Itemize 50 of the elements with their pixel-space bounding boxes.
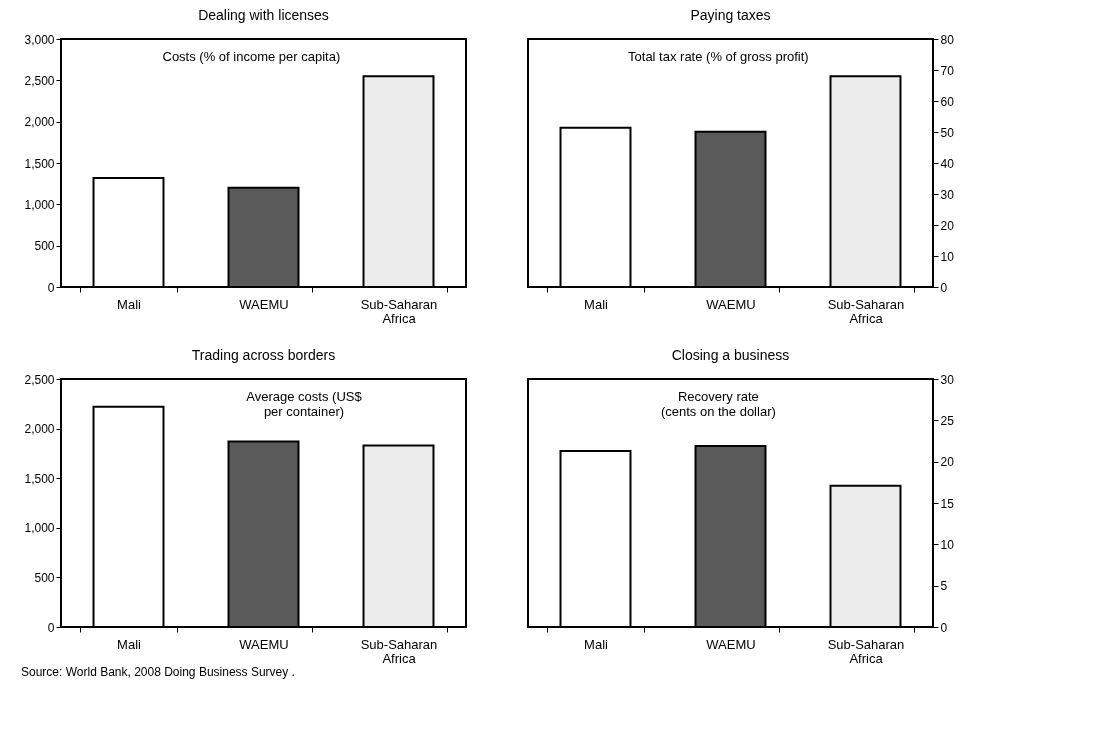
y2-tick-label: 30 (940, 187, 955, 202)
y2-tick-label: 5 (940, 579, 948, 594)
x-tick-label: Mali (584, 636, 609, 652)
y2-tick-label: 20 (940, 455, 955, 470)
y2-tick-label: 50 (940, 125, 955, 140)
x-tick-label: WAEMU (706, 296, 756, 312)
y-tick-label: 2,500 (24, 73, 55, 88)
y2-tick-label: 0 (940, 620, 948, 635)
x-tick-label: Mali (117, 636, 142, 652)
x-tick-label: Mali (584, 296, 609, 312)
y2-tick-label: 40 (940, 156, 955, 171)
chart-title: Closing a business (671, 347, 790, 363)
chart-title: Dealing with licenses (198, 7, 329, 23)
x-tick-label: Sub-Saharan Africa (360, 636, 438, 666)
x-tick-label: Sub-Saharan Africa (827, 296, 905, 326)
y-tick-label: 0 (47, 620, 55, 635)
y-tick-label: 2,000 (24, 422, 55, 437)
y2-tick-label: 80 (940, 32, 955, 47)
y2-tick-label: 25 (940, 413, 955, 428)
y-tick-label: 500 (34, 570, 55, 585)
y-tick-label: 3,000 (24, 32, 55, 47)
y-tick-label: 1,500 (24, 156, 55, 171)
annotation: Recovery rate (cents on the dollar) (660, 389, 776, 419)
x-tick-label: WAEMU (706, 636, 756, 652)
y-tick-label: 500 (34, 239, 55, 254)
x-tick-label: Sub-Saharan Africa (360, 296, 438, 326)
x-tick-label: Sub-Saharan Africa (827, 636, 905, 666)
y-tick-label: 1,000 (24, 197, 55, 212)
chart-title: Paying taxes (690, 7, 771, 23)
y2-tick-label: 0 (940, 280, 948, 295)
y2-tick-label: 60 (940, 94, 955, 109)
source-note: Source: World Bank, 2008 Doing Business Survey . (21, 665, 295, 679)
y-tick-label: 0 (47, 280, 55, 295)
x-tick-label: WAEMU (239, 636, 289, 652)
y-tick-label: 1,500 (24, 471, 55, 486)
annotation: Total tax rate (% of gross profit) (628, 49, 809, 64)
y2-tick-label: 15 (940, 496, 955, 511)
y2-tick-label: 70 (940, 63, 955, 78)
y2-tick-label: 10 (940, 537, 955, 552)
y2-tick-label: 20 (940, 218, 955, 233)
y-tick-label: 2,500 (24, 372, 55, 387)
annotation: Costs (% of income per capita) (162, 49, 341, 64)
y-tick-label: 2,000 (24, 115, 55, 130)
y-tick-label: 1,000 (24, 521, 55, 536)
annotation: Average costs (US$ per container) (246, 389, 363, 419)
y2-tick-label: 10 (940, 249, 955, 264)
x-tick-label: WAEMU (239, 296, 289, 312)
y2-tick-label: 30 (940, 372, 955, 387)
chart-title: Trading across borders (191, 347, 336, 363)
x-tick-label: Mali (117, 296, 142, 312)
